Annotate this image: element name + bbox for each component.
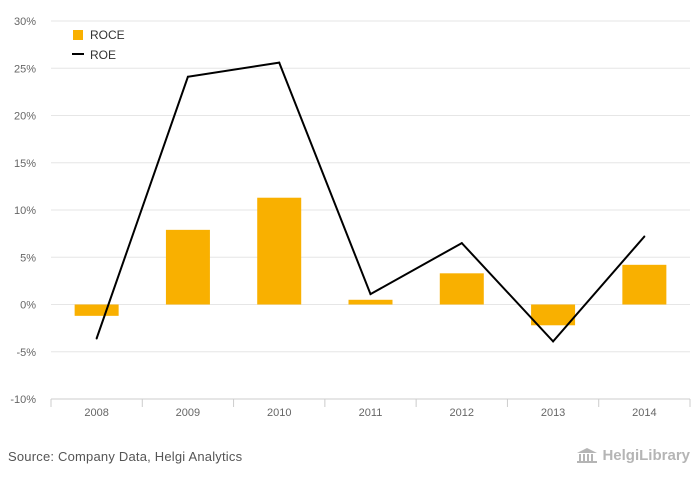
bar-roce-2013 <box>531 304 576 326</box>
source-note: Source: Company Data, Helgi Analytics <box>8 449 243 464</box>
x-tick-label: 2014 <box>632 407 656 419</box>
bar-roce-2014 <box>622 264 667 305</box>
bar-roce-2010 <box>257 197 302 305</box>
x-tick-label: 2010 <box>267 407 291 419</box>
bar-roce-2008 <box>74 304 119 316</box>
bar-roce-2012 <box>439 273 484 305</box>
bar-roce-2011 <box>348 299 393 305</box>
y-tick-label: 20% <box>14 111 36 123</box>
legend-label-roce: ROCE <box>90 28 125 42</box>
x-tick-label: 2012 <box>450 407 474 419</box>
x-tick-label: 2011 <box>359 407 383 419</box>
library-building-icon <box>576 447 598 464</box>
point-roe-2010 <box>278 61 281 64</box>
point-roe-2013 <box>552 340 555 343</box>
y-tick-label: -10% <box>10 394 36 406</box>
roe-line-layer <box>95 61 646 343</box>
point-roe-2012 <box>460 242 463 245</box>
point-roe-2011 <box>369 293 372 296</box>
y-tick-label: 0% <box>20 300 36 312</box>
grid-lines <box>51 20 690 400</box>
y-tick-label: -5% <box>16 347 36 359</box>
y-tick-label: 15% <box>14 158 36 170</box>
legend-label-roe: ROE <box>90 48 116 62</box>
brand-name: HelgiLibrary <box>602 447 690 464</box>
x-tick-label: 2009 <box>176 407 200 419</box>
y-tick-label: 10% <box>14 205 36 217</box>
y-tick-label: 5% <box>20 252 36 264</box>
legend: ROCE ROE <box>72 28 125 62</box>
x-tick-label: 2013 <box>541 407 565 419</box>
x-tick-label: 2008 <box>84 407 108 419</box>
y-tick-label: 25% <box>14 63 36 75</box>
roce-bars <box>74 197 667 326</box>
x-axis: 2008 2009 2010 2011 2012 2013 2014 <box>50 398 691 419</box>
point-roe-2008 <box>95 337 98 340</box>
bar-roce-2009 <box>165 229 210 305</box>
y-axis-ticks: -10% -5% 0% 5% 10% 15% 20% 25% 30% <box>10 16 36 406</box>
point-roe-2014 <box>643 235 646 238</box>
y-tick-label: 30% <box>14 16 36 28</box>
legend-swatch-roce <box>73 30 83 40</box>
brand-logo[interactable]: HelgiLibrary <box>576 447 690 464</box>
point-roe-2009 <box>186 75 189 78</box>
